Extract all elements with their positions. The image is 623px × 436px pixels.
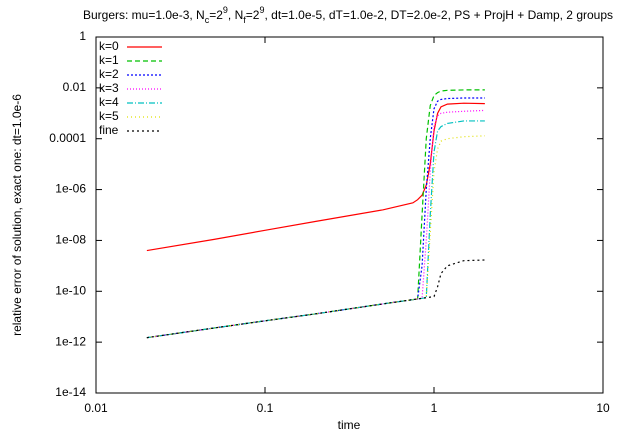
- title-part: , dt=1.0e-5, dT=1.0e-2, DT=2.0e-2, PS + …: [264, 8, 613, 22]
- series-line: [146, 135, 485, 339]
- title-part: =2: [246, 8, 260, 22]
- chart-title: Burgers: mu=1.0e-3, Nc=29, Nf=29, dt=1.0…: [83, 5, 613, 25]
- x-tick-label: 0.1: [257, 401, 274, 415]
- series-line: [146, 102, 485, 252]
- y-tick-label: 0.01: [63, 80, 87, 94]
- legend-label: k=3: [99, 81, 119, 95]
- legend-label: k=1: [99, 53, 119, 67]
- title-part: 9: [259, 5, 264, 15]
- x-tick-label: 0.01: [84, 401, 108, 415]
- x-tick-label: 1: [431, 401, 438, 415]
- series-line: [146, 109, 485, 339]
- y-axis-label: relative error of solution, exact one: d…: [10, 94, 24, 336]
- y-tick-label: 0.0001: [49, 131, 86, 145]
- title-part: c: [205, 15, 210, 25]
- y-tick-label: 1e-12: [55, 334, 86, 348]
- legend-label: k=2: [99, 67, 119, 81]
- series-line: [146, 259, 485, 339]
- legend-label: k=0: [99, 39, 119, 53]
- title-part: , N: [228, 8, 243, 22]
- y-tick-label: 1: [79, 29, 86, 43]
- y-tick-label: 1e-10: [55, 283, 86, 297]
- series-line: [146, 89, 485, 339]
- y-tick-label: 1e-06: [55, 182, 86, 196]
- title-part: f: [243, 15, 246, 25]
- title-part: =2: [209, 8, 223, 22]
- legend-label: k=5: [99, 109, 119, 123]
- x-axis-label: time: [338, 418, 361, 432]
- x-tick-label: 10: [596, 401, 610, 415]
- legend-label: k=4: [99, 95, 119, 109]
- series-line: [146, 120, 485, 339]
- y-tick-label: 1e-14: [55, 385, 86, 399]
- title-part: 9: [223, 5, 228, 15]
- plot-frame: [95, 36, 604, 394]
- legend-label: fine: [99, 123, 119, 137]
- title-part: Burgers: mu=1.0e-3, N: [83, 8, 205, 22]
- y-tick-label: 1e-08: [55, 233, 86, 247]
